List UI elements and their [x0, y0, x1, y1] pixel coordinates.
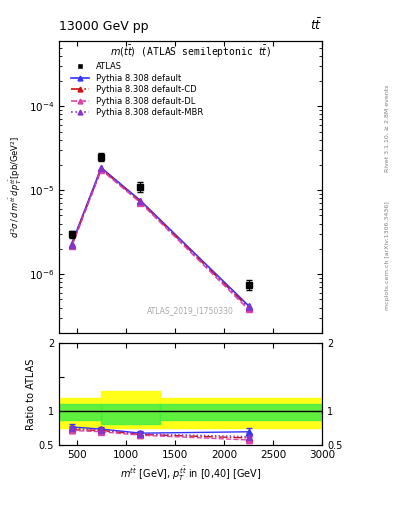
Text: 13000 GeV pp: 13000 GeV pp: [59, 20, 149, 33]
Text: mcplots.cern.ch [arXiv:1306.3436]: mcplots.cern.ch [arXiv:1306.3436]: [385, 201, 389, 310]
X-axis label: $m^{t\bar{t}}$ [GeV], $p_T^{t\bar{t}}$ in [0,40] [GeV]: $m^{t\bar{t}}$ [GeV], $p_T^{t\bar{t}}$ i…: [120, 464, 261, 483]
Y-axis label: Ratio to ATLAS: Ratio to ATLAS: [26, 358, 36, 430]
Legend: ATLAS, Pythia 8.308 default, Pythia 8.308 default-CD, Pythia 8.308 default-DL, P: ATLAS, Pythia 8.308 default, Pythia 8.30…: [68, 60, 206, 120]
Y-axis label: $d^2\sigma\,/\,d\,m^{t\bar{t}}\,d\,p_T^{t\bar{t}}$[pb/GeV$^2$]: $d^2\sigma\,/\,d\,m^{t\bar{t}}\,d\,p_T^{…: [8, 136, 24, 238]
Text: ATLAS_2019_I1750330: ATLAS_2019_I1750330: [147, 306, 234, 315]
Text: $t\bar{t}$: $t\bar{t}$: [310, 18, 322, 33]
Text: $m(t\bar{t})$ (ATLAS semileptonic $t\bar{t}$): $m(t\bar{t})$ (ATLAS semileptonic $t\bar…: [110, 44, 271, 60]
Text: Rivet 3.1.10, ≥ 2.8M events: Rivet 3.1.10, ≥ 2.8M events: [385, 84, 389, 172]
